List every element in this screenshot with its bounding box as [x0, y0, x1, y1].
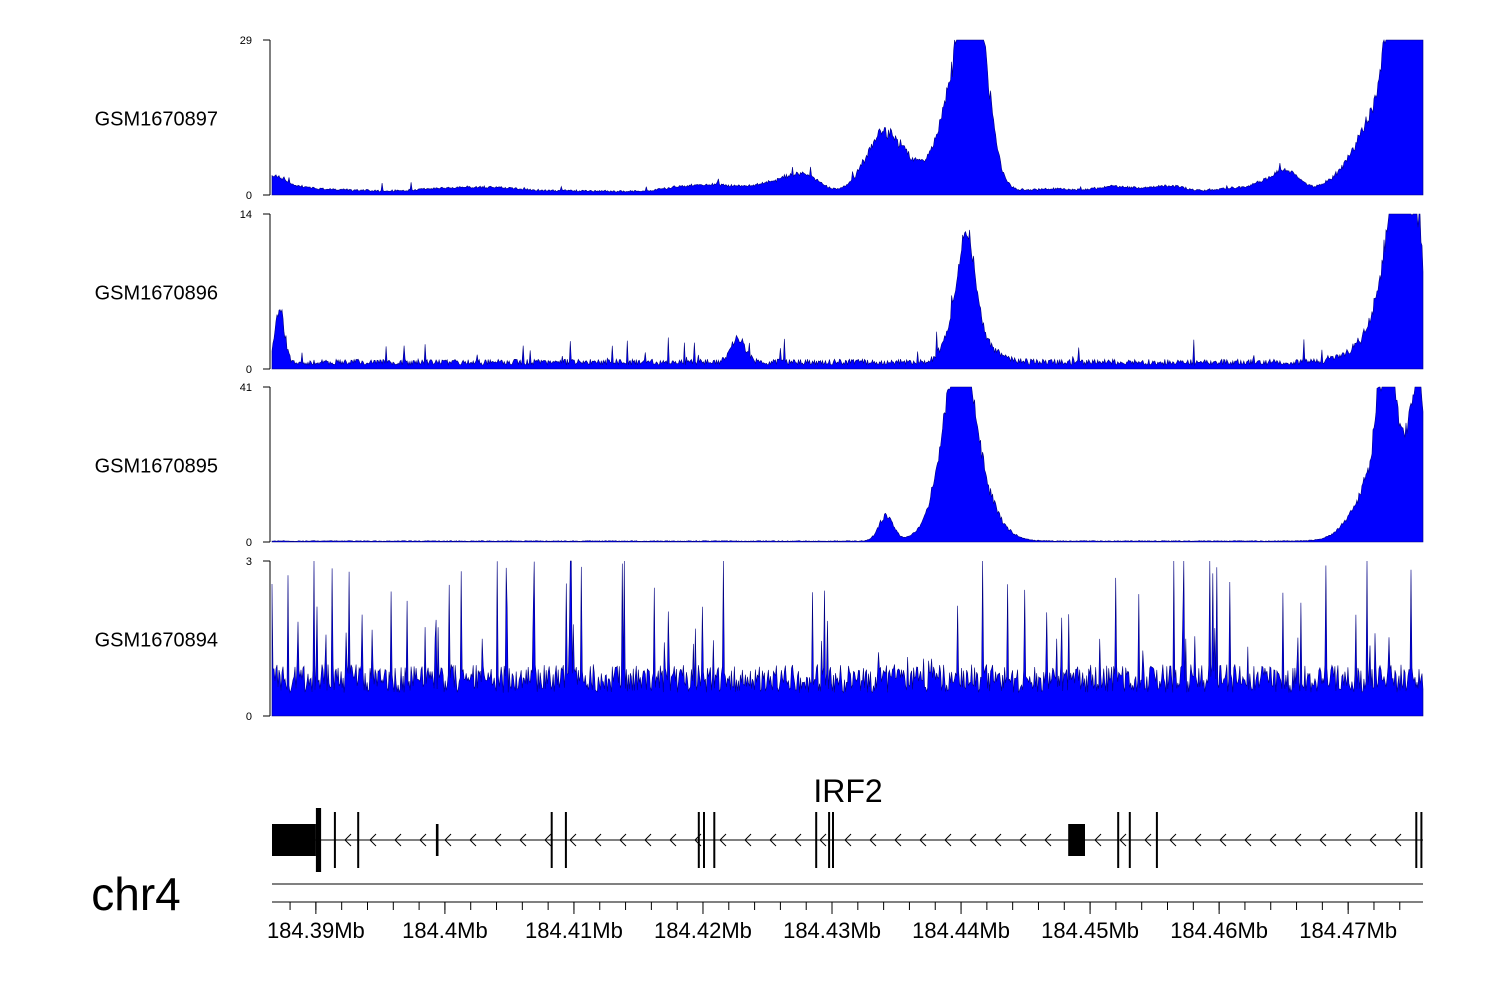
- y-tick-label-min: 0: [246, 537, 252, 549]
- strand-arrow: [919, 833, 927, 847]
- strand-arrow: [419, 833, 427, 847]
- exon: [1415, 812, 1418, 868]
- signal-area: [271, 386, 1424, 543]
- strand-arrow: [1319, 833, 1327, 847]
- exon: [832, 812, 834, 868]
- strand-arrow: [1019, 833, 1027, 847]
- exon: [550, 812, 553, 868]
- strand-arrow: [994, 833, 1002, 847]
- exon: [697, 812, 700, 868]
- strand-arrow: [719, 833, 727, 847]
- axis-tick-label: 184.47Mb: [1299, 918, 1397, 943]
- signal-area: [271, 560, 1424, 717]
- axis-tick-label: 184.4Mb: [402, 918, 488, 943]
- strand-arrow: [794, 833, 802, 847]
- strand-arrow: [1144, 833, 1152, 847]
- strand-arrow: [819, 833, 827, 847]
- exon: [703, 812, 705, 868]
- strand-arrow: [1169, 833, 1177, 847]
- strand-arrow: [394, 833, 402, 847]
- exon: [333, 812, 336, 868]
- track-GSM1670896: GSM1670896 14 0: [95, 209, 1424, 376]
- axis-tick-label: 184.44Mb: [912, 918, 1010, 943]
- strand-arrow: [894, 833, 902, 847]
- exon: [828, 812, 831, 868]
- strand-arrow: [1194, 833, 1202, 847]
- strand-arrow: [1369, 833, 1377, 847]
- axis-tick-label: 184.43Mb: [783, 918, 881, 943]
- y-tick-label-max: 41: [240, 382, 252, 394]
- strand-arrow: [1094, 833, 1102, 847]
- strand-arrow: [519, 833, 527, 847]
- exon: [1420, 812, 1423, 868]
- signal-area: [271, 39, 1424, 196]
- strand-arrow: [344, 833, 352, 847]
- strand-arrow: [1219, 833, 1227, 847]
- strand-arrow: [1294, 833, 1302, 847]
- track-label: GSM1670896: [95, 283, 218, 305]
- gene-name-label: IRF2: [813, 773, 882, 809]
- strand-arrow: [869, 833, 877, 847]
- strand-arrow: [469, 833, 477, 847]
- strand-arrow: [844, 833, 852, 847]
- exon: [272, 824, 316, 856]
- strand-arrow: [1344, 833, 1352, 847]
- exon: [1068, 824, 1085, 856]
- y-tick-label-max: 29: [240, 35, 252, 47]
- chromosome-label: chr4: [91, 868, 180, 920]
- y-tick-label-max: 3: [246, 556, 252, 568]
- strand-arrow: [744, 833, 752, 847]
- exon: [1117, 812, 1120, 868]
- strand-arrow: [594, 833, 602, 847]
- strand-arrow: [619, 833, 627, 847]
- track-GSM1670895: GSM1670895 41 0: [95, 382, 1424, 549]
- strand-arrow: [369, 833, 377, 847]
- strand-arrow: [969, 833, 977, 847]
- exon: [315, 808, 322, 872]
- y-tick-label-min: 0: [246, 711, 252, 723]
- strand-arrow: [1394, 833, 1402, 847]
- strand-arrow: [569, 833, 577, 847]
- exon: [435, 824, 439, 856]
- strand-arrow: [644, 833, 652, 847]
- track-GSM1670897: GSM1670897 29 0: [95, 35, 1424, 202]
- strand-arrow: [494, 833, 502, 847]
- strand-arrow: [669, 833, 677, 847]
- y-tick-label-min: 0: [246, 190, 252, 202]
- exon: [357, 812, 360, 868]
- exon: [1128, 812, 1131, 868]
- strand-arrow: [1244, 833, 1252, 847]
- strand-arrow: [544, 833, 552, 847]
- strand-arrow: [1269, 833, 1277, 847]
- axis-tick-label: 184.39Mb: [267, 918, 365, 943]
- y-tick-label-max: 14: [240, 209, 252, 221]
- gene-model-track: IRF2: [272, 773, 1423, 872]
- exon: [713, 812, 716, 868]
- genome-axis: chr4 184.39Mb 184.4Mb 184.41Mb 184.42Mb 184.…: [91, 868, 1423, 943]
- axis-tick-label: 184.42Mb: [654, 918, 752, 943]
- track-label: GSM1670897: [95, 109, 218, 131]
- axis-tick-label: 184.45Mb: [1041, 918, 1139, 943]
- track-GSM1670894: GSM1670894 3 0: [95, 556, 1424, 723]
- axis-tick-label: 184.41Mb: [525, 918, 623, 943]
- exon: [815, 812, 818, 868]
- axis-tick-label: 184.46Mb: [1170, 918, 1268, 943]
- strand-arrow: [769, 833, 777, 847]
- track-label: GSM1670894: [95, 630, 218, 652]
- data-tracks: GSM1670897290GSM1670896140GSM1670895410G…: [95, 35, 1424, 723]
- strand-arrow: [1119, 833, 1127, 847]
- y-tick-label-min: 0: [246, 364, 252, 376]
- track-label: GSM1670895: [95, 456, 218, 478]
- signal-area: [271, 213, 1424, 370]
- strand-arrow: [944, 833, 952, 847]
- strand-arrow: [1044, 833, 1052, 847]
- strand-arrow: [444, 833, 452, 847]
- exon: [1155, 812, 1158, 868]
- exon: [564, 812, 567, 868]
